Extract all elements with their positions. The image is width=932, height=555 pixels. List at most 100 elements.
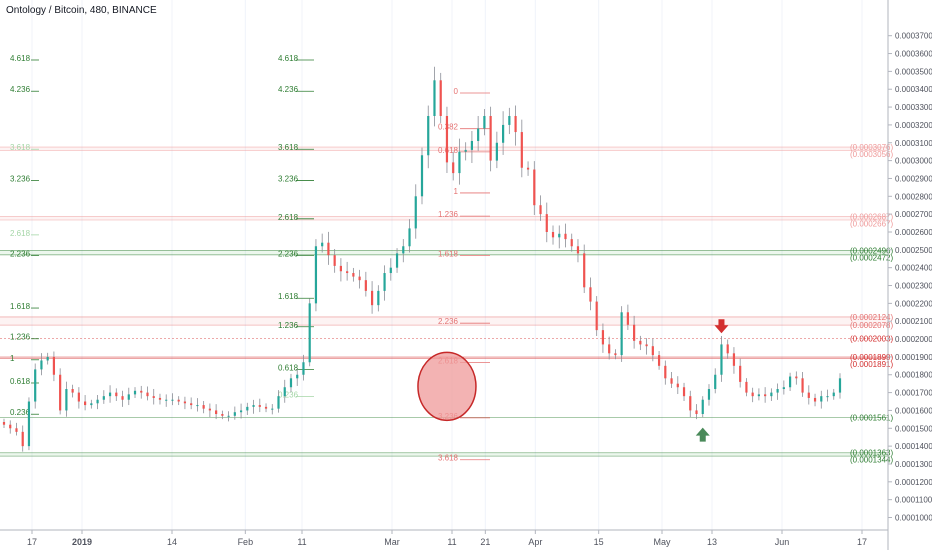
candle-body — [477, 128, 480, 141]
candle-body — [676, 383, 679, 388]
candle-body — [782, 387, 785, 390]
candle-body — [583, 253, 586, 288]
fib-label: 0.236 — [278, 390, 299, 399]
price-label: 0.0002500 — [895, 246, 932, 255]
fib-label: 4.618 — [278, 54, 299, 63]
candle-body — [208, 408, 211, 411]
candle-body — [2, 422, 6, 425]
candle-body — [377, 290, 380, 306]
candle-body — [15, 428, 18, 432]
fib-label: 0.618 — [438, 146, 459, 155]
candle-body — [146, 392, 149, 397]
candle-body — [795, 376, 798, 379]
candle-body — [608, 344, 611, 354]
level-label: (0.0002078) — [850, 321, 893, 330]
candle-body — [289, 378, 293, 388]
fib-label: 3.618 — [10, 143, 31, 152]
level-band — [0, 147, 888, 151]
candle-body — [838, 378, 842, 393]
candle-body — [370, 290, 374, 306]
candle-body — [539, 205, 542, 215]
candle-body — [383, 273, 386, 291]
candle-body — [333, 255, 336, 266]
candle-body — [52, 356, 56, 375]
candle-body — [764, 394, 767, 397]
candle-body — [564, 233, 567, 240]
level-label: (0.0003076) — [850, 143, 893, 152]
candle-body — [65, 389, 68, 411]
candle-body — [389, 267, 392, 274]
candle-body — [645, 344, 648, 347]
fib-label: 0.236 — [10, 408, 31, 417]
time-label: 17 — [27, 537, 37, 547]
candle-body — [614, 353, 617, 356]
time-label: May — [653, 537, 671, 547]
price-label: 0.0002600 — [895, 228, 932, 237]
fib-label: 2.236 — [10, 249, 31, 258]
candle-body — [526, 167, 530, 170]
candle-body — [788, 376, 792, 388]
candle-body — [395, 253, 399, 268]
price-label: 0.0003400 — [895, 85, 932, 94]
candle-body — [514, 115, 517, 133]
highlight-circle — [417, 351, 477, 422]
candle-body — [757, 394, 760, 397]
chart-title: Ontology / Bitcoin, 480, BINANCE — [6, 5, 157, 16]
fib-label: 4.236 — [10, 85, 31, 94]
fib-label: 3.236 — [10, 174, 31, 183]
candle-body — [352, 273, 355, 277]
level-band — [0, 316, 888, 326]
candle-body — [358, 276, 361, 281]
candle-body — [258, 405, 261, 407]
candle-body — [502, 124, 505, 143]
price-label: 0.0001600 — [895, 406, 932, 415]
price-label: 0.0003000 — [895, 157, 932, 166]
candle-body — [215, 410, 218, 415]
arrow-down-icon — [714, 319, 729, 334]
candle-body — [364, 280, 367, 291]
candle-body — [420, 155, 424, 197]
candle-body — [115, 392, 118, 397]
price-label: 0.0001100 — [895, 496, 932, 505]
candle-body — [308, 303, 311, 363]
price-label: 0.0003200 — [895, 121, 932, 130]
fib-label: 3.618 — [438, 454, 459, 463]
annotations — [417, 319, 729, 442]
time-label: 13 — [707, 537, 717, 547]
candle-body — [445, 115, 449, 163]
candle-body — [732, 353, 736, 366]
candle-body — [657, 355, 661, 366]
candle-body — [464, 149, 467, 152]
candle-body — [558, 233, 561, 238]
candle-body — [695, 410, 698, 415]
candle-body — [726, 344, 729, 354]
candle-body — [327, 242, 330, 256]
candle-body — [127, 394, 130, 400]
candle-body — [27, 401, 31, 447]
price-label: 0.0003100 — [895, 139, 932, 148]
level-label: (0.0002124) — [850, 313, 893, 322]
candle-body — [271, 408, 274, 410]
candle-body — [720, 344, 723, 375]
candle-body — [71, 389, 74, 393]
candle-body — [102, 396, 105, 400]
fib-label: 0.618 — [10, 377, 31, 386]
level-label: (0.0001561) — [850, 413, 893, 422]
arrow-up-icon — [695, 427, 710, 442]
candle-body — [202, 405, 205, 409]
fib-label: 0 — [454, 87, 459, 96]
candle-body — [458, 151, 461, 174]
candle-body — [252, 405, 255, 407]
candle-body — [140, 390, 143, 393]
candle-body — [196, 405, 199, 407]
candle-body — [314, 246, 318, 304]
price-label: 0.0002900 — [895, 174, 932, 183]
candle-body — [483, 115, 486, 129]
candle-body — [570, 239, 573, 247]
candle-body — [246, 406, 249, 411]
price-axis[interactable]: 0.0003700 0.0003600 0.0003500 0.0003400 0.00… — [887, 0, 932, 550]
time-axis[interactable]: 17 2019 14 Feb 11 Mar 11 21 Apr 15 May 13 Jun 17 — [0, 529, 888, 547]
candle-body — [601, 330, 605, 345]
